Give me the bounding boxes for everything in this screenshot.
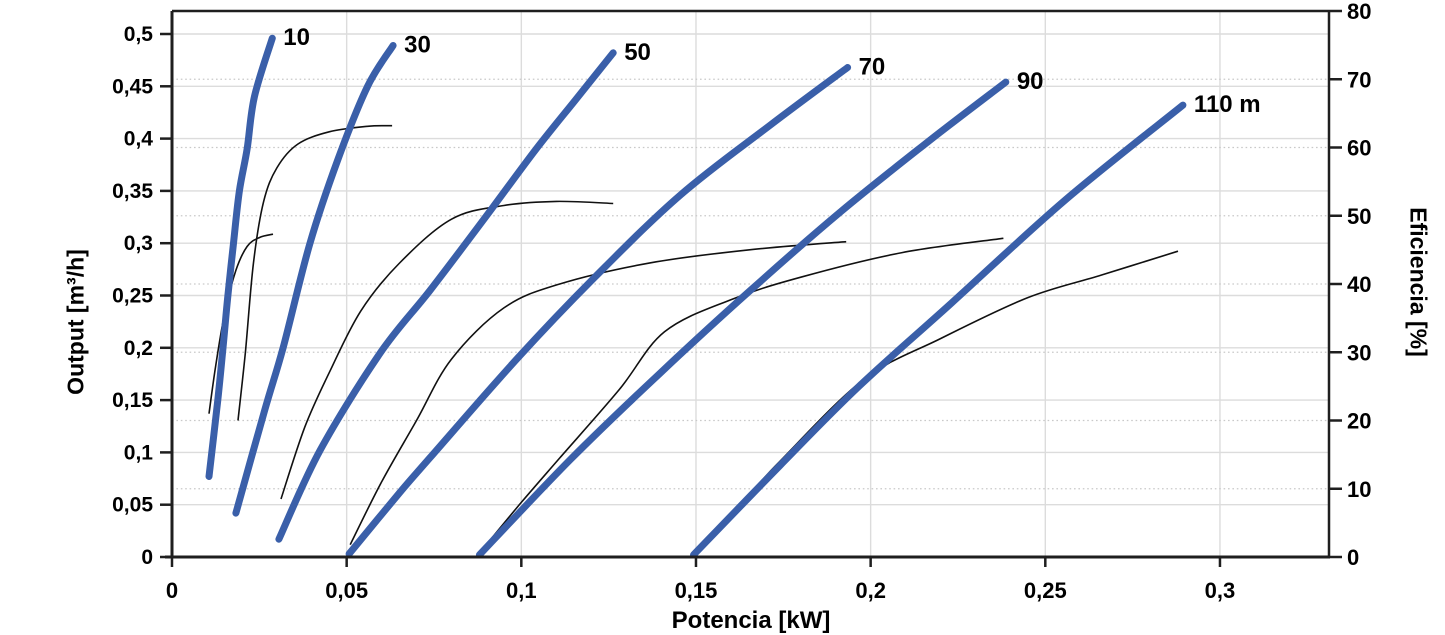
head-curve-90: [475, 78, 1010, 559]
y-left-tick-label: 0: [141, 546, 153, 569]
y-right-tick-label: 80: [1347, 0, 1371, 24]
x-tick-label: 0,25: [1024, 578, 1067, 603]
curve-label-90: 90: [1017, 68, 1044, 95]
x-tick-label: 0,05: [325, 578, 368, 603]
efficiency-curve-90: [478, 237, 1004, 555]
y-left-tick-label: 0,4: [124, 128, 154, 151]
y-right-tick-label: 70: [1347, 67, 1371, 92]
head-curve-50: [275, 49, 617, 543]
y-left-tick-label: 0,15: [112, 389, 153, 412]
x-tick-label: 0,3: [1205, 578, 1236, 603]
curve-label-30: 30: [404, 32, 431, 59]
y-right-tick-label: 40: [1347, 272, 1371, 297]
x-axis-title: Potencia [kW]: [671, 607, 831, 634]
y-left-tick-label: 0,5: [124, 23, 154, 46]
y-right-tick-label: 10: [1347, 477, 1371, 502]
y-left-tick-label: 0,2: [124, 337, 153, 360]
y-right-tick-label: 60: [1347, 136, 1371, 161]
efficiency-curve-70: [349, 240, 847, 546]
y-left-tick-label: 0,45: [112, 75, 153, 98]
y-left-tick-label: 0,25: [112, 285, 153, 308]
curve-label-50: 50: [624, 39, 651, 66]
x-tick-label: 0,15: [675, 578, 718, 603]
y-axis-title-right: Eficiencia [%]: [1405, 207, 1432, 357]
curve-label-10: 10: [283, 24, 310, 51]
head-curve-10: [205, 34, 276, 480]
efficiency-curve-50: [280, 200, 614, 500]
y-left-tick-label: 0,1: [124, 441, 154, 464]
y-left-tick-label: 0,3: [124, 232, 153, 255]
y-left-tick-label: 0,05: [112, 494, 153, 517]
efficiency-curve-30: [237, 124, 393, 421]
head-curve-70: [345, 64, 852, 558]
head-curve-110: [690, 101, 1187, 559]
efficiency-curve-110: [692, 250, 1179, 555]
x-tick-label: 0,2: [855, 578, 886, 603]
y-right-tick-label: 30: [1347, 340, 1371, 365]
x-tick-label: 0,1: [506, 578, 537, 603]
curve-label-110: 110 m: [1194, 91, 1261, 118]
x-tick-label: 0: [166, 578, 178, 603]
y-right-tick-label: 20: [1347, 409, 1371, 434]
y-axis-title-left: Output [m³/h]: [62, 249, 89, 395]
efficiency-curve-10: [208, 233, 274, 414]
y-left-tick-label: 0,35: [112, 180, 153, 203]
curve-label-70: 70: [859, 53, 886, 80]
head-curve-30: [232, 42, 397, 517]
y-right-tick-label: 50: [1347, 204, 1371, 229]
y-right-tick-label: 0: [1347, 545, 1359, 570]
